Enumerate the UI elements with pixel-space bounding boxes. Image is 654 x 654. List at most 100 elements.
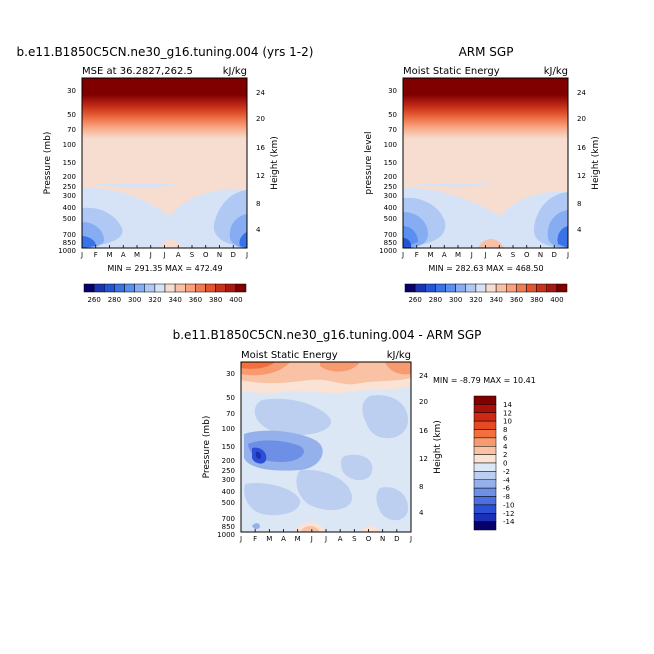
panel-difference: b.e11.B1850C5CN.ne30_g16.tuning.004 - AR… [173,328,536,543]
colorbar-swatch [473,446,497,455]
month-label: A [121,251,126,259]
colorbar-swatch [495,283,507,293]
panel1-left-label: MSE at 36.2827,262.5 [82,66,193,77]
p2-htick: 20 [577,115,586,123]
panel2-y2label: Height (km) [591,136,601,190]
panel1-y2label: Height (km) [270,136,280,190]
month-label: J [310,535,313,543]
month-label: A [442,251,447,259]
month-label: J [162,251,165,259]
p2-ptick: 1000 [379,247,397,255]
colorbar-swatch [164,283,176,293]
panel-arm-sgp: ARM SGP Moist Static Energy kJ/kg 30 50 … [364,45,601,304]
p1-ptick: 100 [63,141,76,149]
p2-ptick: 30 [388,87,397,95]
p2-ptick: 150 [384,159,397,167]
panel1-right-axis: 24 20 16 12 8 4 Height (km) [256,89,280,234]
colorbar-swatch [526,283,537,293]
p2-ptick: 700 [384,231,397,239]
panel-model-mse: b.e11.B1850C5CN.ne30_g16.tuning.004 (yrs… [17,45,314,304]
panel1-plot-area [81,77,248,249]
colorbar-swatch [473,429,497,439]
colorbar-swatch [404,283,416,293]
month-label: M [427,251,433,259]
month-label: N [217,251,222,259]
p3-ptick: 70 [226,410,235,418]
p2-ptick: 500 [384,215,397,223]
panel3-left-label: Moist Static Energy [241,350,338,361]
p3-ptick: 100 [222,425,235,433]
colorbar-label: 2 [503,451,507,459]
panel1-units: kJ/kg [223,66,247,77]
colorbar-swatch [154,283,166,293]
p2-ptick: 50 [388,111,397,119]
colorbar-swatch [506,283,517,293]
month-label: D [231,251,236,259]
colorbar-swatch [144,283,156,293]
month-label: S [190,251,195,259]
p2-ptick: 70 [388,126,397,134]
panel2-plot-area [402,77,569,249]
colorbar-label: -10 [503,501,514,509]
p3-htick: 12 [419,455,428,463]
p1-ptick: 30 [67,87,76,95]
month-label: S [511,251,516,259]
p1-htick: 4 [256,226,261,234]
p1-htick: 24 [256,89,265,97]
month-label: M [455,251,461,259]
colorbar-swatch [465,283,477,293]
p3-ptick: 150 [222,443,235,451]
colorbar-swatch [205,283,216,293]
p1-ptick: 300 [63,192,76,200]
panel2-left-label: Moist Static Energy [403,66,500,77]
month-label: J [409,535,412,543]
colorbar-swatch [83,283,95,293]
colorbar-label: 320 [148,296,161,304]
p2-ptick: 200 [384,173,397,181]
colorbar-label: 4 [503,443,508,451]
p3-ptick: 700 [222,515,235,523]
month-label: A [281,535,286,543]
month-label: M [266,535,272,543]
month-label: O [203,251,209,259]
p2-ptick: 400 [384,204,397,212]
panel3-units: kJ/kg [387,350,411,361]
p3-htick: 16 [419,427,428,435]
p2-htick: 8 [577,200,581,208]
p2-ptick: 250 [384,183,397,191]
p1-htick: 8 [256,200,260,208]
month-label: J [566,251,569,259]
month-label: O [524,251,530,259]
colorbar-swatch [185,283,196,293]
colorbar-label: 340 [489,296,502,304]
p2-htick: 12 [577,172,586,180]
p2-ptick: 300 [384,192,397,200]
month-label: S [352,535,357,543]
p1-ptick: 250 [63,183,76,191]
month-label: M [134,251,140,259]
month-label: N [538,251,543,259]
p1-ptick: 70 [67,126,76,134]
panel2-units: kJ/kg [544,66,568,77]
colorbar-label: 300 [449,296,462,304]
colorbar-label: 380 [530,296,543,304]
colorbar-label: -14 [503,518,515,526]
colorbar-label: 280 [108,296,121,304]
month-label: A [338,535,343,543]
month-label: F [415,251,419,259]
colorbar-label: 0 [503,460,507,468]
colorbar-swatch [414,283,426,293]
colorbar-swatch [235,283,247,293]
colorbar-label: -6 [503,485,511,493]
p2-htick: 16 [577,144,586,152]
colorbar-label: 340 [168,296,181,304]
colorbar-swatch [473,462,497,472]
panel2-colorbar: 260 280 300 320 340 360 380 400 [404,283,568,304]
colorbar-swatch [435,283,446,293]
colorbar-label: 360 [189,296,202,304]
colorbar-label: 8 [503,426,507,434]
month-label: J [239,535,242,543]
colorbar-swatch [475,283,487,293]
